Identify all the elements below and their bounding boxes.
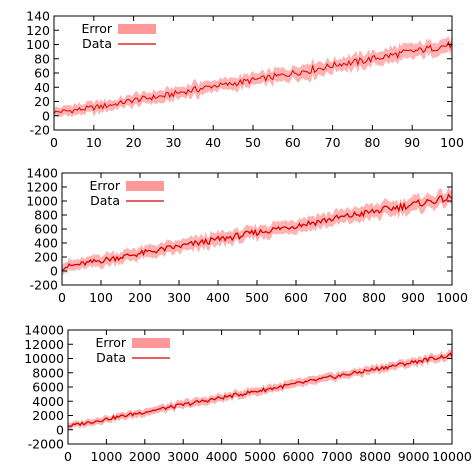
x-tick-label: 400 — [206, 290, 230, 305]
x-tick-label: 4000 — [206, 449, 238, 464]
y-tick-label: 10000 — [24, 351, 64, 366]
y-tick-label: 40 — [34, 80, 50, 95]
y-tick-label: 14000 — [24, 323, 64, 338]
x-tick-label: 0 — [58, 290, 66, 305]
x-tick-label: 10 — [86, 135, 102, 150]
x-tick-label: 2000 — [129, 449, 161, 464]
chart-2: 0 100 200 300 400 500 600 700 800 900 1000-2000200… — [26, 166, 468, 306]
x-tick-label: 10000 — [432, 449, 472, 464]
y-tick-label: 1000 — [26, 194, 58, 209]
error-band — [54, 34, 452, 118]
x-tick-label: 20 — [126, 135, 142, 150]
y-tick-label: 1400 — [26, 166, 58, 181]
y-tick-label: 60 — [34, 66, 50, 81]
error-band — [62, 186, 452, 275]
data-line — [53, 40, 453, 114]
chart-3: 0 1000 2000 3000 4000 5000 6000 7000 8000 9000 100… — [24, 323, 472, 465]
y-tick-label: 8000 — [32, 365, 64, 380]
legend-label-error: Error — [96, 335, 127, 350]
y-tick-label: -20 — [30, 123, 50, 138]
x-tick-label: 8000 — [359, 449, 391, 464]
legend-label-data: Data — [82, 36, 112, 51]
y-tick-label: 0 — [56, 422, 64, 437]
x-tick-label: 50 — [245, 135, 261, 150]
x-tick-label: 7000 — [321, 449, 353, 464]
legend-label-error: Error — [90, 178, 121, 193]
x-tick-label: 3000 — [167, 449, 199, 464]
x-tick-label: 90 — [404, 135, 420, 150]
y-tick-label: 0 — [50, 264, 58, 279]
x-tick-label: 500 — [245, 290, 269, 305]
y-tick-label: 2000 — [32, 408, 64, 423]
x-tick-label: 700 — [323, 290, 347, 305]
y-tick-label: 800 — [34, 208, 58, 223]
legend-label-error: Error — [82, 21, 113, 36]
legend-swatch-error — [132, 338, 170, 348]
x-tick-label: 60 — [285, 135, 301, 150]
y-tick-label: 200 — [34, 250, 58, 265]
y-tick-label: -2000 — [28, 437, 64, 452]
y-tick-label: 140 — [26, 9, 50, 24]
x-tick-label: 600 — [284, 290, 308, 305]
x-tick-label: 100 — [440, 135, 464, 150]
x-tick-label: 800 — [362, 290, 386, 305]
x-tick-label: 1000 — [90, 449, 122, 464]
y-tick-label: 600 — [34, 222, 58, 237]
x-tick-label: 30 — [165, 135, 181, 150]
x-tick-label: 100 — [89, 290, 113, 305]
legend-label-data: Data — [90, 193, 120, 208]
x-tick-label: 0 — [50, 135, 58, 150]
x-tick-label: 1000 — [436, 290, 468, 305]
y-tick-label: 20 — [34, 94, 50, 109]
y-tick-label: -200 — [30, 278, 58, 293]
x-tick-label: 200 — [128, 290, 152, 305]
y-tick-label: 120 — [26, 23, 50, 38]
legend-swatch-error — [118, 24, 156, 34]
x-tick-label: 6000 — [282, 449, 314, 464]
x-tick-label: 5000 — [244, 449, 276, 464]
x-tick-label: 80 — [364, 135, 380, 150]
y-tick-label: 400 — [34, 236, 58, 251]
y-tick-label: 6000 — [32, 380, 64, 395]
y-tick-label: 0 — [42, 108, 50, 123]
x-tick-label: 300 — [167, 290, 191, 305]
error-band — [68, 349, 452, 431]
y-tick-label: 12000 — [24, 337, 64, 352]
y-tick-label: 4000 — [32, 394, 64, 409]
y-tick-label: 80 — [34, 51, 50, 66]
legend-label-data: Data — [96, 350, 126, 365]
x-tick-label: 70 — [325, 135, 341, 150]
x-tick-label: 900 — [401, 290, 425, 305]
y-tick-label: 1200 — [26, 180, 58, 195]
x-tick-label: 40 — [205, 135, 221, 150]
x-tick-label: 0 — [64, 449, 72, 464]
chart-1: 0 10 20 30 40 50 60 70 80 90 100-20020406080100120… — [26, 9, 464, 151]
y-tick-label: 100 — [26, 37, 50, 52]
legend-swatch-error — [126, 181, 164, 191]
x-tick-label: 9000 — [398, 449, 430, 464]
data-line — [61, 193, 453, 271]
